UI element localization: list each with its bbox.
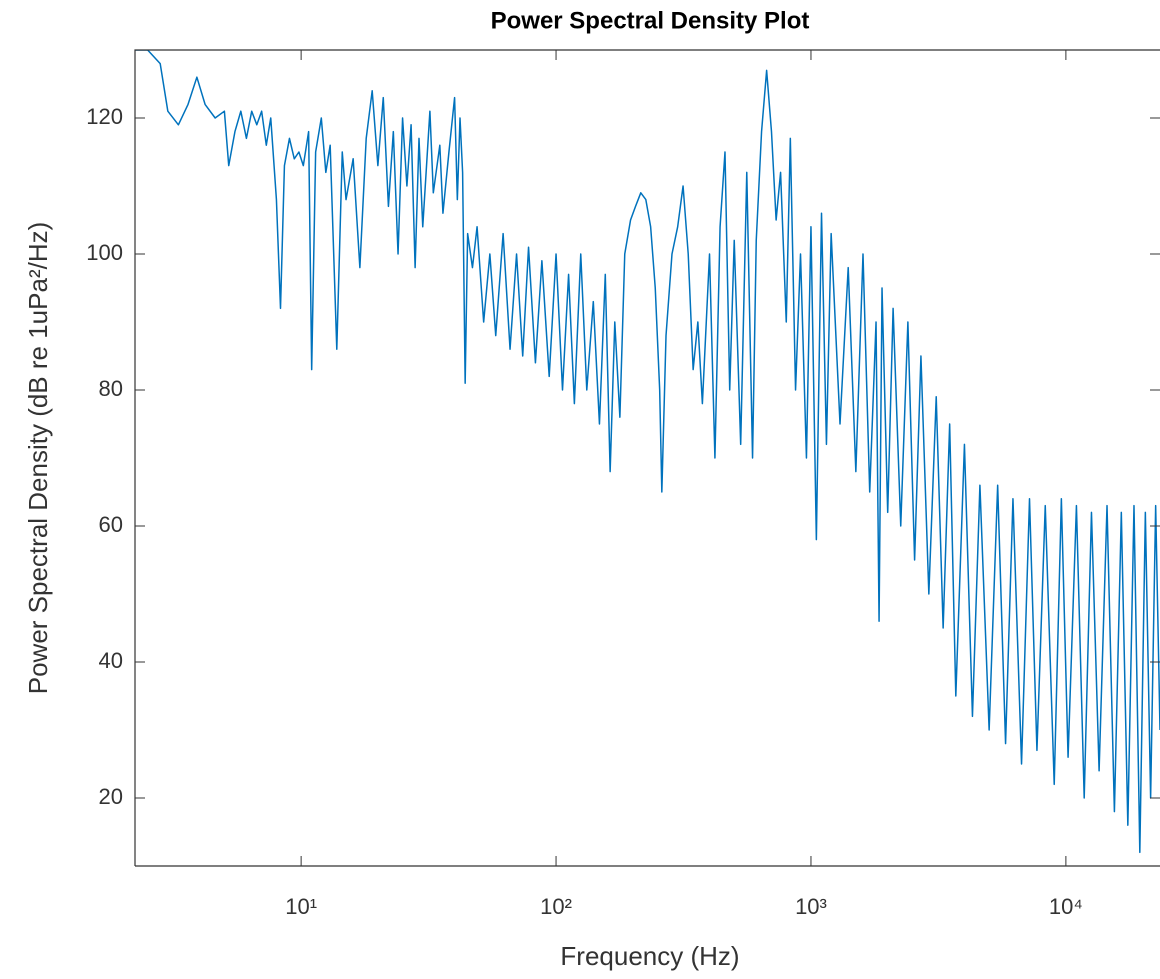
y-tick-label: 100: [86, 240, 123, 265]
y-axis-label: Power Spectral Density (dB re 1uPa²/Hz): [23, 222, 53, 695]
psd-line: [135, 50, 1160, 854]
x-tick-label: 10³: [795, 894, 827, 919]
y-tick-label: 80: [99, 376, 123, 401]
x-tick-label: 10¹: [285, 894, 317, 919]
x-tick-label: 10⁴: [1049, 894, 1083, 919]
y-tick-label: 60: [99, 512, 123, 537]
plot-area: [135, 50, 1160, 854]
x-tick-label: 10²: [540, 894, 572, 919]
y-tick-label: 120: [86, 104, 123, 129]
x-axis-label: Frequency (Hz): [560, 941, 739, 971]
axis-box: [134, 49, 1160, 866]
y-tick-label: 40: [99, 648, 123, 673]
chart-title: Power Spectral Density Plot: [491, 7, 810, 34]
y-tick-label: 20: [99, 784, 123, 809]
